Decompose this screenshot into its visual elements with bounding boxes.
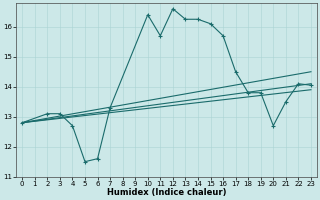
- X-axis label: Humidex (Indice chaleur): Humidex (Indice chaleur): [107, 188, 226, 197]
